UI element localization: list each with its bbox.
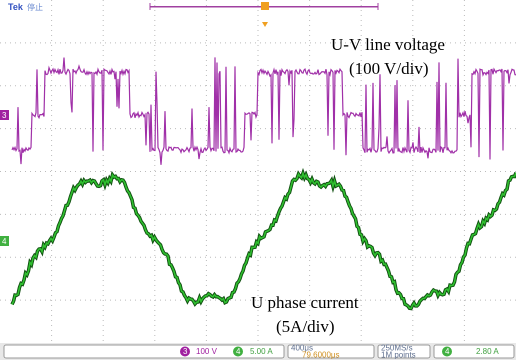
trigger-channel: 4 (445, 347, 450, 356)
ch4-marker: 4 (2, 237, 7, 246)
voltage-label: U-V line voltage (331, 35, 445, 54)
oscilloscope-screen: Tek 停止 3 4 U-V line voltage (100 V/div) … (0, 0, 516, 360)
page: Tek 停止 3 4 U-V line voltage (100 V/div) … (0, 0, 516, 360)
ch4-scale: 5.00 A (250, 347, 273, 356)
record-length: 1M points (381, 351, 416, 360)
ch3-scale: 100 V (196, 347, 218, 356)
brand: Tek (8, 2, 24, 12)
trigger-delay: 79.6000μs (302, 351, 340, 360)
current-label: U phase current (251, 293, 359, 312)
ch3-label: 3 (183, 347, 188, 356)
trigger-marker (261, 2, 269, 10)
current-scale: (5A/div) (276, 317, 335, 336)
run-status: 停止 (27, 2, 43, 12)
ch3-marker: 3 (2, 111, 7, 120)
ch4-label: 4 (236, 347, 241, 356)
status-bar: 3 100 V 4 5.00 A 400μs 79.6000μs 250MS/s… (0, 343, 516, 360)
trigger-level: 2.80 A (476, 347, 499, 356)
voltage-scale: (100 V/div) (349, 59, 429, 78)
